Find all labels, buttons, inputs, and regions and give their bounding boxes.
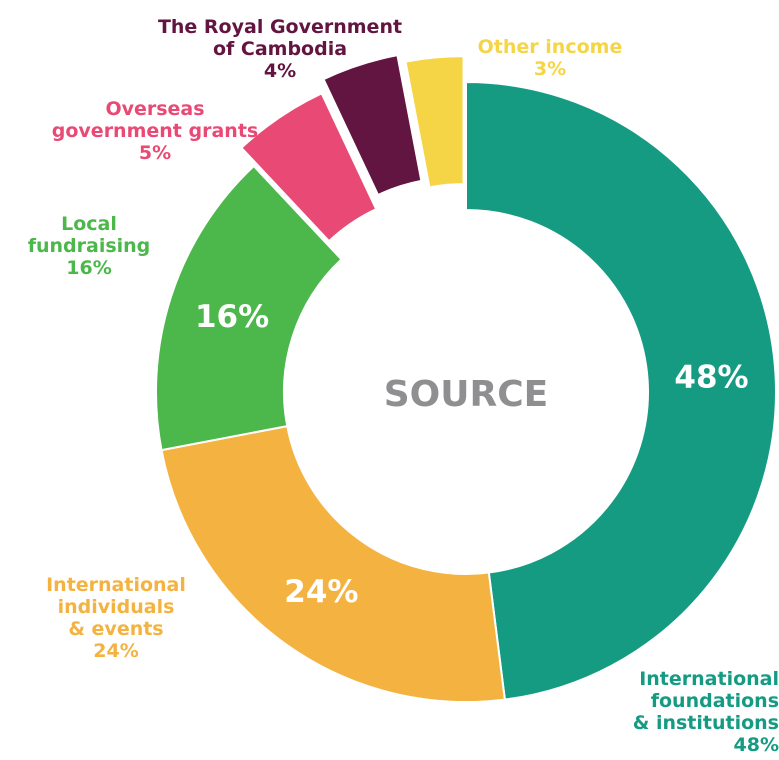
slice-the-royal-government-of-cambodia — [322, 53, 423, 197]
label-line: Local — [61, 213, 117, 235]
label-overseas-grants: Overseas government grants 5% — [20, 98, 290, 164]
chart-center-title: SOURCE — [384, 374, 549, 415]
label-local-fundraising: Local fundraising 16% — [4, 213, 174, 279]
label-line: government grants — [51, 120, 259, 142]
slice-overseas-government-grants — [240, 91, 378, 243]
label-line: foundations — [650, 690, 779, 712]
slice-value-labels: 48% 24% 16% — [195, 299, 749, 610]
slice-other-income — [404, 55, 465, 189]
label-value: 3% — [533, 58, 567, 80]
label-value: 4% — [263, 60, 297, 82]
label-international-individuals: International individuals & events 24% — [36, 574, 196, 662]
label-line: of Cambodia — [212, 38, 348, 60]
slice-value-label: 16% — [195, 299, 269, 335]
slice-international-individuals-events — [160, 424, 506, 703]
label-line: fundraising — [27, 235, 151, 257]
label-line: individuals — [57, 596, 175, 618]
label-line: Overseas — [105, 98, 205, 120]
label-line: & events — [68, 618, 164, 640]
label-other-income: Other income 3% — [440, 36, 660, 80]
label-value: 5% — [138, 142, 172, 164]
slice-local-fundraising — [155, 164, 343, 452]
label-line: & institutions — [632, 712, 779, 734]
label-line: The Royal Government — [157, 16, 403, 38]
label-line: International — [46, 574, 186, 596]
label-royal-government: The Royal Government of Cambodia 4% — [120, 16, 440, 82]
label-value: 48% — [733, 734, 779, 756]
label-line: Other income — [477, 36, 623, 58]
slice-value-label: 48% — [674, 360, 748, 396]
label-line: International — [639, 668, 779, 690]
slice-value-label: 24% — [284, 574, 358, 610]
label-value: 16% — [66, 257, 112, 279]
label-international-foundations: International foundations & institutions… — [633, 668, 779, 756]
donut-slices — [155, 53, 777, 703]
label-value: 24% — [93, 640, 139, 662]
slice-international-foundations-institutions — [465, 80, 777, 701]
